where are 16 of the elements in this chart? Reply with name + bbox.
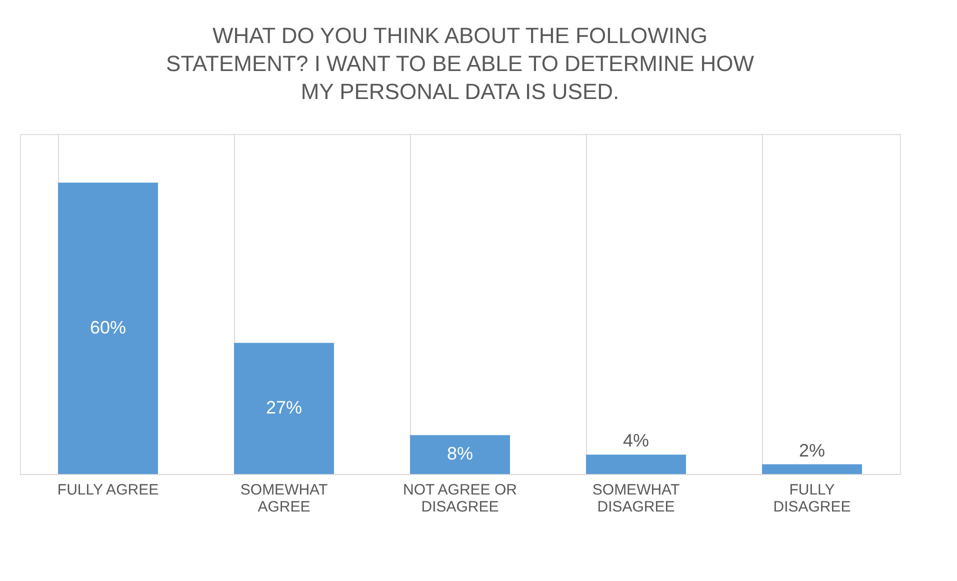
x-tick-label: SOMEWHAT AGREE — [240, 482, 328, 516]
x-tick-label: SOMEWHAT DISAGREE — [592, 482, 680, 516]
x-tick-label: FULLY DISAGREE — [773, 482, 851, 516]
chart-title: WHAT DO YOU THINK ABOUT THE FOLLOWING STATEMENT? I WANT TO BE ABLE TO DETERMINE HOW MY PERSONAL DATA IS USED. — [166, 23, 754, 104]
bar — [234, 342, 334, 474]
bar — [762, 464, 862, 474]
x-tick-label: FULLY AGREE — [57, 482, 159, 498]
x-tick-label: NOT AGREE OR DISAGREE — [403, 482, 518, 516]
bar — [410, 435, 510, 474]
data-label: 2% — [798, 440, 826, 460]
data-label: 60% — [90, 317, 126, 338]
data-label: 4% — [622, 430, 650, 451]
data-label: 8% — [446, 444, 474, 464]
data-label: 27% — [266, 397, 302, 418]
bar — [58, 182, 158, 474]
bar — [586, 454, 686, 474]
